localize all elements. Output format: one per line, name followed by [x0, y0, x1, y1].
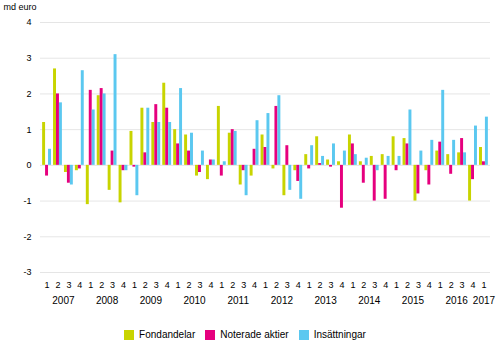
svg-text:3: 3	[154, 280, 159, 290]
svg-text:2015: 2015	[402, 295, 425, 306]
svg-text:1: 1	[438, 280, 443, 290]
svg-text:4: 4	[471, 280, 476, 290]
svg-text:-1: -1	[23, 196, 31, 206]
svg-text:3: 3	[460, 280, 465, 290]
svg-text:2: 2	[143, 280, 148, 290]
svg-text:1: 1	[350, 280, 355, 290]
svg-text:2017: 2017	[473, 295, 496, 306]
svg-text:1: 1	[481, 280, 486, 290]
svg-text:3: 3	[285, 280, 290, 290]
svg-text:3: 3	[372, 280, 377, 290]
svg-text:4: 4	[252, 280, 257, 290]
svg-text:2013: 2013	[314, 295, 337, 306]
html-text:Noterade aktier: Noterade aktier	[220, 329, 289, 340]
svg-text:4: 4	[165, 280, 170, 290]
svg-text:1: 1	[394, 280, 399, 290]
svg-text:3: 3	[329, 280, 334, 290]
svg-text:1: 1	[263, 280, 268, 290]
svg-text:2: 2	[55, 280, 60, 290]
svg-text:2016: 2016	[446, 295, 469, 306]
html-text:Insättningar: Insättningar	[313, 329, 366, 340]
svg-text:1: 1	[176, 280, 181, 290]
svg-text:2: 2	[230, 280, 235, 290]
svg-text:1: 1	[132, 280, 137, 290]
html-text:Fondandelar: Fondandelar	[139, 329, 196, 340]
svg-text:3: 3	[110, 280, 115, 290]
svg-text:3: 3	[241, 280, 246, 290]
svg-text:3: 3	[197, 280, 202, 290]
svg-text:2: 2	[99, 280, 104, 290]
svg-text:4: 4	[121, 280, 126, 290]
svg-text:2009: 2009	[140, 295, 163, 306]
svg-text:2007: 2007	[52, 295, 75, 306]
svg-text:4: 4	[26, 17, 31, 27]
svg-text:-3: -3	[23, 267, 31, 277]
svg-text:4: 4	[339, 280, 344, 290]
svg-text:4: 4	[296, 280, 301, 290]
svg-text:1: 1	[88, 280, 93, 290]
svg-text:2: 2	[449, 280, 454, 290]
svg-text:2: 2	[405, 280, 410, 290]
svg-text:2011: 2011	[227, 295, 249, 306]
svg-text:4: 4	[208, 280, 213, 290]
svg-text:2: 2	[318, 280, 323, 290]
svg-text:1: 1	[26, 125, 31, 135]
svg-text:4: 4	[427, 280, 432, 290]
svg-text:2: 2	[187, 280, 192, 290]
svg-text:2: 2	[274, 280, 279, 290]
svg-text:3: 3	[66, 280, 71, 290]
svg-text:2014: 2014	[358, 295, 381, 306]
svg-text:4: 4	[383, 280, 388, 290]
svg-text:3: 3	[416, 280, 421, 290]
svg-text:1: 1	[45, 280, 50, 290]
svg-text:2010: 2010	[183, 295, 206, 306]
svg-text:4: 4	[77, 280, 82, 290]
svg-text:3: 3	[26, 53, 31, 63]
svg-text:-2: -2	[23, 232, 31, 242]
svg-text:2: 2	[26, 89, 31, 99]
svg-text:2012: 2012	[271, 295, 294, 306]
svg-text:md euro: md euro	[4, 2, 37, 12]
svg-text:2008: 2008	[96, 295, 119, 306]
svg-text:2: 2	[361, 280, 366, 290]
svg-text:1: 1	[307, 280, 312, 290]
svg-text:0: 0	[26, 160, 31, 170]
svg-text:1: 1	[219, 280, 224, 290]
